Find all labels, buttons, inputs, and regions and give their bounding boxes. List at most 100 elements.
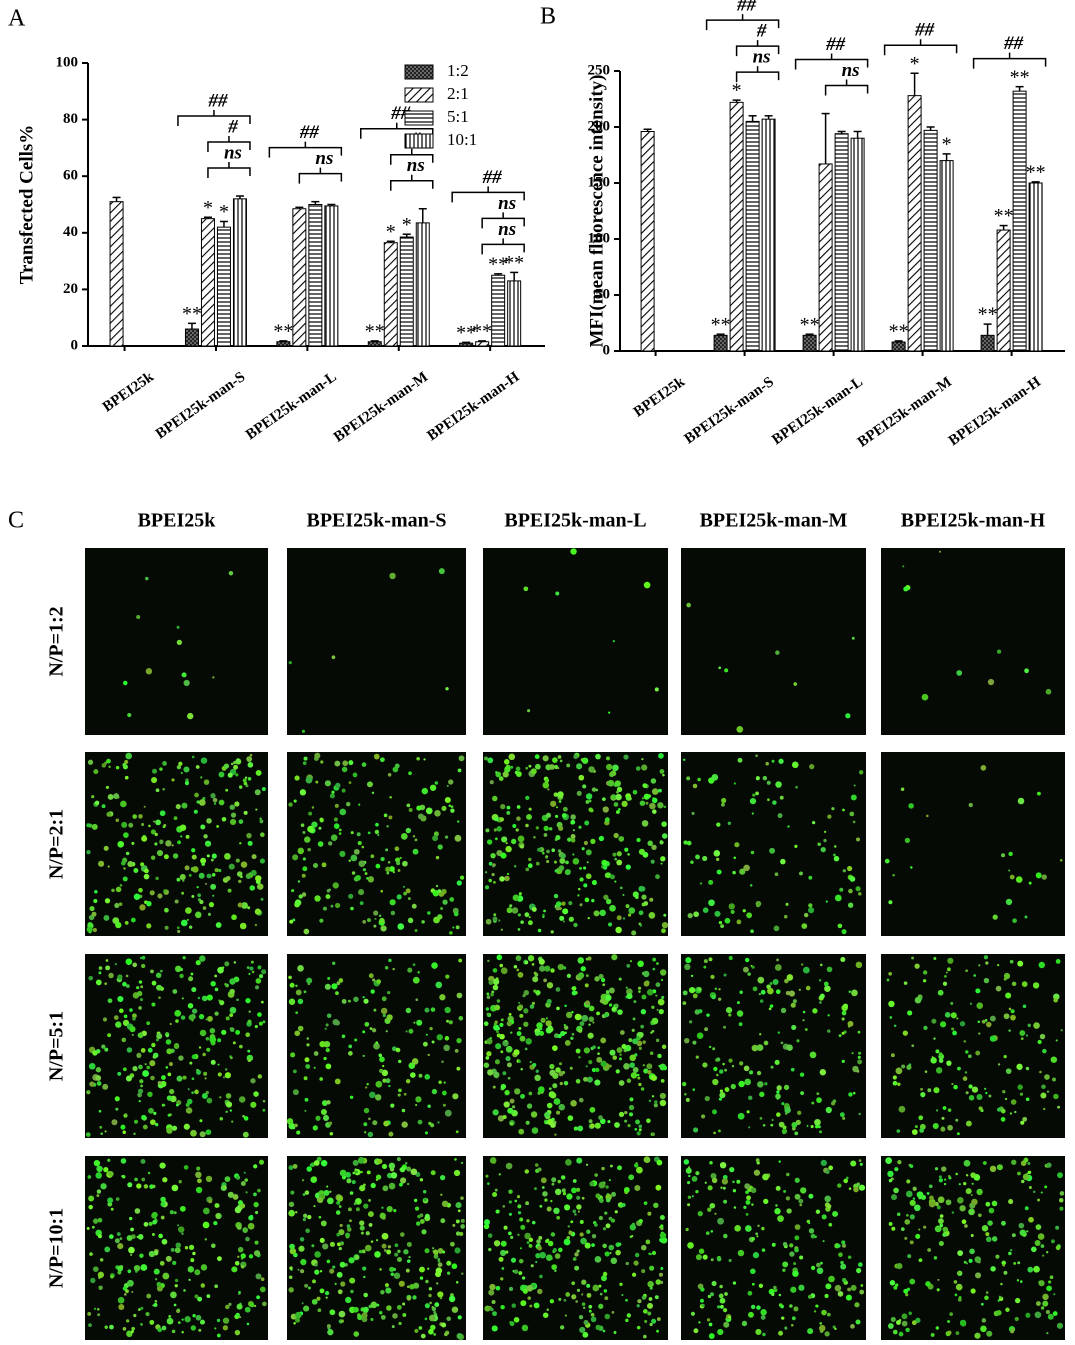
cell (825, 900, 828, 903)
cell (531, 963, 535, 966)
cell (929, 1195, 934, 1201)
cell (201, 862, 206, 866)
cell (139, 998, 144, 1002)
cell (307, 825, 314, 833)
cell (415, 998, 419, 1002)
cell (736, 919, 742, 925)
cell (580, 1237, 587, 1245)
cell (429, 1026, 433, 1031)
cell (231, 1266, 238, 1273)
cell (399, 856, 402, 860)
cell (373, 753, 380, 760)
cell (909, 1278, 916, 1285)
cell (581, 847, 585, 851)
cell (794, 844, 798, 848)
cell (988, 1207, 995, 1214)
cell (798, 1198, 804, 1204)
cell (624, 1119, 628, 1123)
cell (535, 989, 541, 996)
cell (914, 996, 922, 1004)
cell (338, 828, 342, 832)
cell (660, 1224, 664, 1228)
cell (583, 1076, 588, 1082)
cell (1033, 1265, 1040, 1273)
cell (594, 1256, 602, 1263)
cell (389, 866, 395, 872)
cell (104, 1246, 111, 1253)
cell (1003, 1013, 1010, 1020)
cell (385, 1078, 391, 1084)
comparison-bracket (207, 136, 251, 153)
cell (989, 1035, 997, 1042)
cell (633, 1260, 639, 1266)
cell (908, 803, 914, 809)
cell (627, 796, 632, 801)
cell (551, 1264, 557, 1270)
cell (837, 1244, 841, 1248)
cell (794, 1131, 799, 1136)
cell (976, 1002, 984, 1009)
cell (391, 1046, 397, 1052)
cell (460, 1196, 464, 1200)
cell (87, 759, 94, 765)
cell (198, 1046, 202, 1049)
cell (810, 1265, 816, 1271)
cell (632, 789, 638, 795)
column-header: BPEI25k-man-S (306, 510, 446, 532)
cell (297, 998, 304, 1005)
cell (197, 1178, 202, 1184)
cell (818, 979, 822, 982)
cell (656, 962, 659, 965)
cell (577, 1210, 580, 1213)
cell (251, 970, 255, 974)
cell (819, 993, 825, 999)
cell (780, 1041, 784, 1045)
cell (485, 1007, 490, 1011)
cell (832, 1210, 839, 1217)
cell (514, 1088, 521, 1095)
cell (987, 678, 995, 686)
cell (1042, 1293, 1049, 1301)
cell (779, 795, 784, 800)
cell (991, 1200, 998, 1207)
cell (137, 1088, 144, 1094)
cell (329, 1190, 332, 1193)
cell (119, 884, 123, 887)
cell (949, 1312, 953, 1316)
cell (698, 1009, 703, 1014)
cell (965, 969, 968, 973)
x-tick-label: BPEI25k-man-H (946, 374, 1044, 449)
cell (602, 797, 606, 802)
cell (845, 1294, 852, 1301)
cell (541, 1186, 545, 1189)
cell (503, 759, 510, 765)
cell (774, 872, 779, 877)
cell (237, 902, 243, 908)
cell (191, 1077, 195, 1081)
cell (414, 1328, 419, 1334)
cell (662, 1065, 668, 1071)
cell (497, 1115, 505, 1122)
cell (429, 784, 437, 791)
cell (547, 788, 550, 791)
cell (646, 1063, 653, 1070)
cell (919, 1128, 925, 1133)
cell (151, 1002, 156, 1007)
cell (159, 839, 164, 844)
cell (317, 841, 324, 847)
cell (594, 1079, 601, 1086)
cell (232, 1041, 236, 1045)
cell (647, 840, 653, 847)
cell (335, 782, 341, 789)
cell (92, 927, 97, 933)
cell (734, 1224, 741, 1232)
cell (638, 1031, 644, 1038)
cell (357, 1157, 365, 1164)
cell (934, 1202, 939, 1206)
cell (1008, 869, 1011, 872)
cell (1002, 1090, 1006, 1094)
cell (574, 1013, 582, 1021)
cell (399, 1182, 403, 1187)
cell (625, 864, 631, 870)
cell (446, 1260, 452, 1266)
